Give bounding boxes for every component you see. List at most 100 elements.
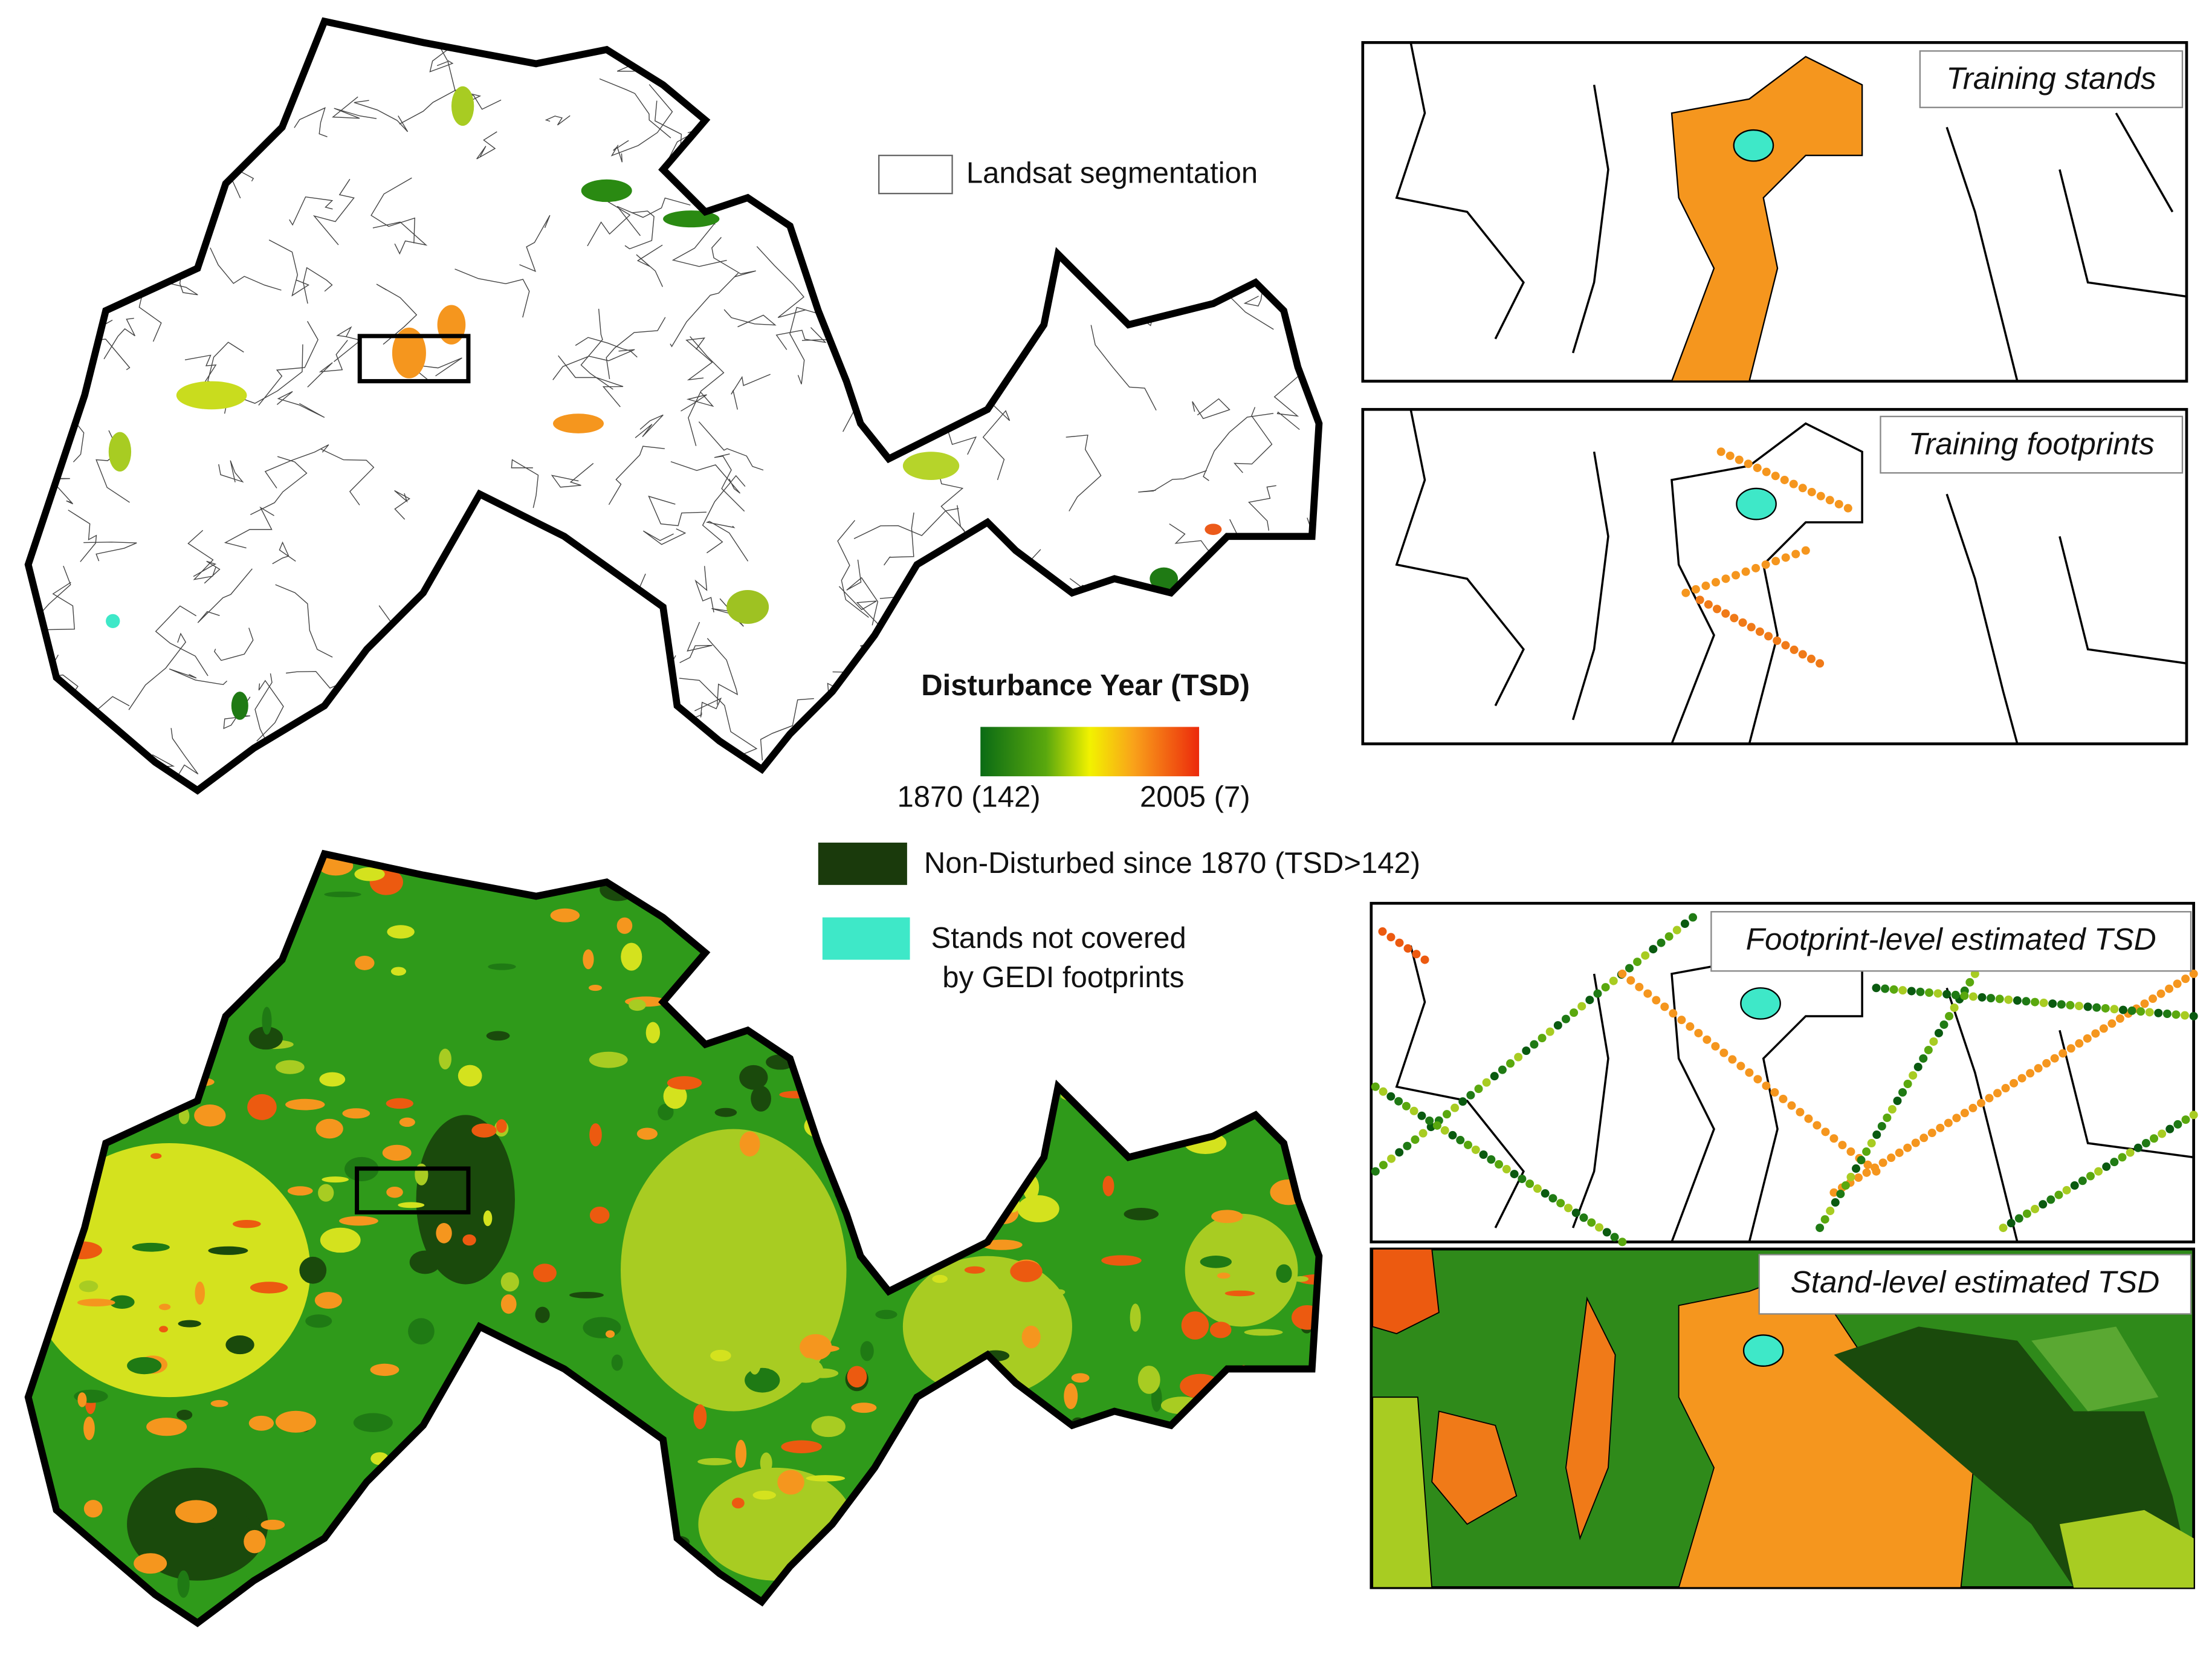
segment-line (616, 197, 691, 236)
segment-line (1273, 28, 1311, 59)
footprint (1919, 1133, 1929, 1143)
patch (893, 1477, 930, 1485)
segment-line (1214, 58, 1253, 114)
patch (132, 1242, 170, 1252)
patch (245, 1590, 274, 1605)
footprint (1664, 932, 1674, 941)
footprint (1533, 1184, 1542, 1193)
segment-line (1298, 300, 1319, 380)
patch (731, 1497, 745, 1509)
patch (875, 1226, 890, 1242)
footprint (2039, 998, 2048, 1007)
footprint (1402, 1101, 1411, 1111)
patch (860, 1341, 874, 1361)
footprint (1409, 1106, 1418, 1115)
footprint (1862, 1147, 1871, 1156)
segment-line (264, 444, 329, 488)
footprint (2136, 1007, 2146, 1016)
patch (250, 1282, 288, 1294)
segment-line (1141, 100, 1187, 129)
footprint (2158, 1129, 2167, 1138)
segment-line (55, 36, 94, 86)
segment-line (83, 541, 137, 562)
patch (811, 1416, 846, 1438)
stand-outlines (1395, 409, 2187, 745)
footprint (1843, 504, 1852, 513)
footprint (2173, 979, 2182, 988)
patch (739, 1131, 760, 1157)
segment-line (606, 317, 666, 380)
patch (275, 1410, 316, 1433)
footprint (1887, 1153, 1896, 1162)
segment-line (982, 396, 1011, 481)
patch (522, 1420, 532, 1439)
patch (262, 1007, 272, 1035)
segment-line (531, 567, 569, 585)
footprint (1506, 1059, 1515, 1068)
segment-line (1271, 132, 1314, 158)
footprint (1425, 1116, 1434, 1125)
segment-line (580, 308, 613, 390)
footprint (1753, 1075, 1762, 1084)
footprint (1545, 1027, 1554, 1036)
segment-line (688, 336, 725, 446)
footprint (1450, 1103, 1460, 1112)
footprint (2115, 1014, 2124, 1023)
segment-line (694, 566, 714, 613)
patch (301, 1600, 322, 1617)
footprint (2118, 1005, 2127, 1014)
footprint (2048, 999, 2057, 1008)
footprint (1993, 1089, 2002, 1098)
panel-label-box (1758, 1254, 2192, 1315)
segment-line (1049, 45, 1131, 117)
footprint (1829, 1134, 1838, 1143)
patch (1216, 1517, 1237, 1538)
patch (750, 953, 787, 978)
segment-line (258, 321, 319, 406)
patch (1276, 1264, 1292, 1283)
footprint (2181, 1011, 2190, 1020)
footprint (1807, 487, 1816, 496)
footprint (1442, 1110, 1451, 1119)
footprint (2173, 1120, 2182, 1129)
footprint (1985, 1094, 1994, 1103)
footprint (1732, 571, 1741, 580)
footprint (2133, 1143, 2142, 1152)
segment-line (613, 140, 629, 163)
colorbar (980, 727, 1200, 777)
patch (461, 1591, 471, 1620)
segment-line (1073, 199, 1117, 238)
footprint (1816, 1224, 1825, 1233)
segment-line (229, 23, 261, 88)
footprint (1482, 1078, 1491, 1087)
footprint (2181, 974, 2190, 984)
footprint (2126, 1148, 2135, 1157)
patch (38, 1138, 52, 1150)
segment-line (28, 261, 41, 329)
footprint (1641, 951, 1650, 960)
segment-line (454, 715, 503, 734)
footprint (1877, 1122, 1886, 1131)
legend: Landsat segmentation Disturbance Year (T… (818, 154, 1420, 994)
patch (1039, 1009, 1077, 1022)
footprint (1872, 1130, 1881, 1140)
segment-line (158, 44, 225, 63)
segment-line (1315, 42, 1319, 55)
segment-line (399, 757, 426, 791)
patch (839, 887, 878, 910)
footprint (1601, 983, 1610, 992)
footprint (1633, 958, 1642, 967)
patch (976, 1003, 1003, 1014)
segment-line (28, 403, 35, 435)
patch (248, 1026, 283, 1050)
footprint (1976, 1098, 1985, 1107)
segment-line (197, 568, 253, 623)
patch (1211, 1210, 1243, 1224)
footprint (1394, 1097, 1403, 1106)
patch (176, 1410, 193, 1421)
footprint (2010, 1078, 2019, 1088)
patch (806, 1475, 846, 1482)
footprint (2026, 1069, 2035, 1078)
footprint (1395, 1148, 1404, 1157)
footprint (1841, 1181, 1850, 1190)
